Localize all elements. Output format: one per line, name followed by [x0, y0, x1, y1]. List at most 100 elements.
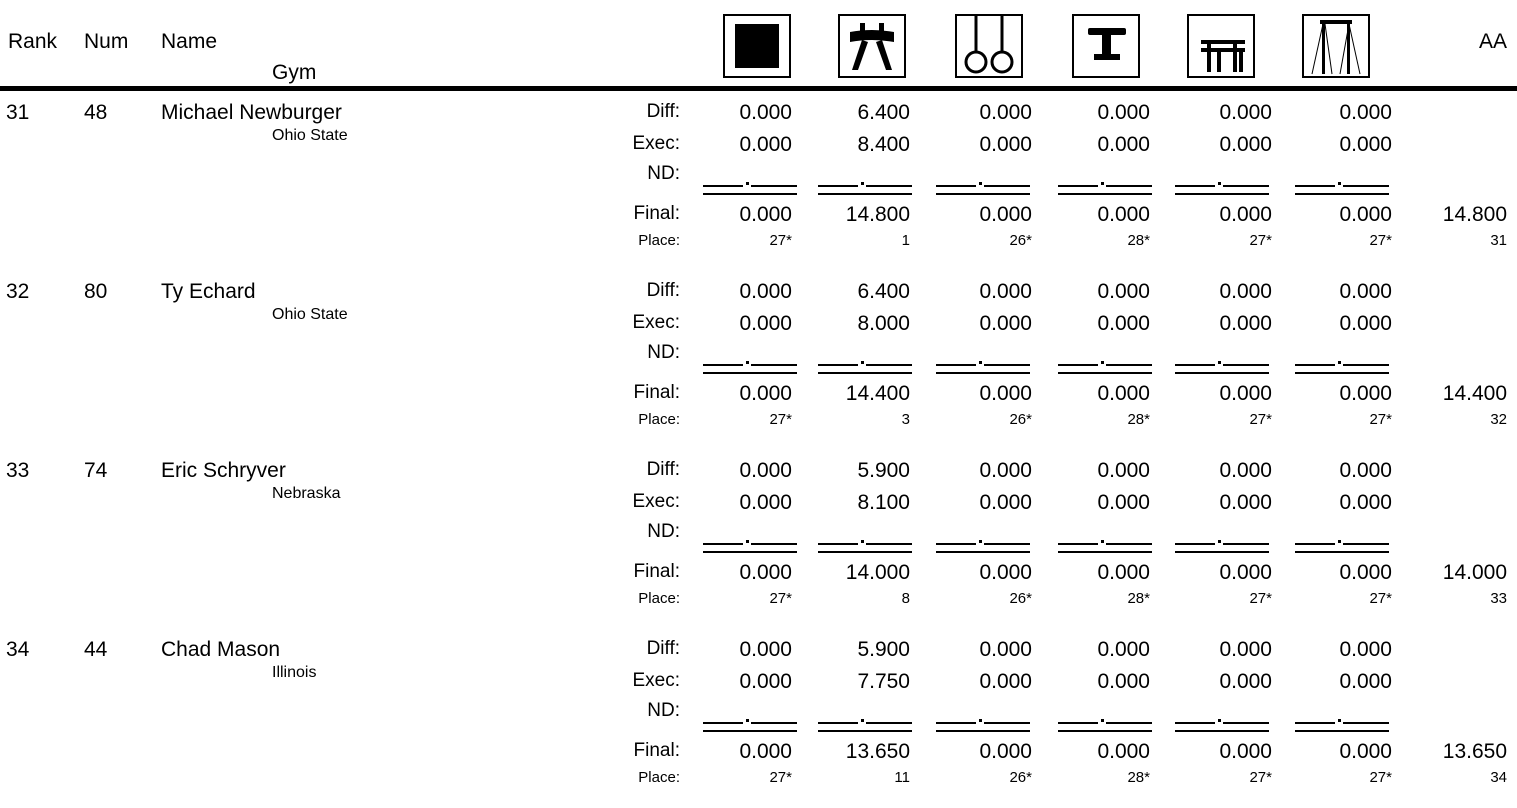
aa-place: 33 [1490, 590, 1507, 607]
nd-blank-line [818, 543, 858, 545]
diff-score: 5.900 [857, 638, 910, 661]
label-nd: ND: [647, 342, 680, 363]
event-place: 27* [1369, 232, 1392, 249]
aa-score: 14.000 [1442, 561, 1507, 584]
nd-blank-line [1295, 372, 1389, 374]
label-diff: Diff: [646, 638, 680, 659]
diff-score: 0.000 [739, 280, 792, 303]
diff-score: 0.000 [1339, 101, 1392, 124]
nd-blank-line [936, 185, 976, 187]
diff-score: 0.000 [1339, 280, 1392, 303]
athlete-number: 48 [84, 101, 108, 124]
diff-score: 5.900 [857, 459, 910, 482]
final-score: 0.000 [1339, 203, 1392, 226]
nd-blank-line [984, 364, 1030, 366]
athlete-rank: 32 [6, 280, 30, 303]
diff-score: 0.000 [1219, 101, 1272, 124]
nd-blank-line [1175, 730, 1269, 732]
exec-score: 0.000 [979, 670, 1032, 693]
event-place: 28* [1127, 411, 1150, 428]
nd-blank [936, 344, 1030, 374]
nd-blank-line [1338, 540, 1341, 543]
nd-blank [1295, 165, 1389, 195]
nd-blank-line [1295, 722, 1335, 724]
nd-blank-line [936, 193, 1030, 195]
athlete-number: 80 [84, 280, 108, 303]
athlete-block: 33 74 Eric Schryver Nebraska Diff: Exec: ND: Fi… [0, 449, 1517, 629]
diff-score: 6.400 [857, 280, 910, 303]
nd-blank-line [1058, 193, 1152, 195]
final-score: 0.000 [1339, 561, 1392, 584]
nd-blank-line [703, 185, 743, 187]
nd-blank-line [936, 364, 976, 366]
nd-blank-line [818, 193, 912, 195]
event-place: 26* [1009, 590, 1032, 607]
exec-score: 0.000 [1097, 133, 1150, 156]
exec-score: 0.000 [739, 312, 792, 335]
final-score: 14.400 [845, 382, 910, 405]
nd-blank-line [861, 719, 864, 722]
athlete-rank: 31 [6, 101, 30, 124]
event-place: 1 [901, 232, 910, 249]
nd-blank-line [818, 185, 858, 187]
high-bar-icon [1302, 14, 1370, 78]
nd-blank [1175, 165, 1269, 195]
label-place: Place: [638, 411, 680, 428]
label-exec: Exec: [632, 312, 680, 333]
final-score: 14.800 [845, 203, 910, 226]
rank-header: Rank [8, 30, 58, 53]
diff-score: 0.000 [979, 280, 1032, 303]
final-score: 0.000 [1097, 203, 1150, 226]
pommel-horse-icon [838, 14, 906, 78]
nd-blank-line [1058, 364, 1098, 366]
nd-blank-line [1175, 543, 1215, 545]
nd-blank-line [751, 185, 797, 187]
nd-blank-line [1218, 540, 1221, 543]
nd-blank-line [1106, 185, 1152, 187]
nd-blank-line [818, 551, 912, 553]
nd-blank [1295, 523, 1389, 553]
nd-blank-line [1175, 185, 1215, 187]
label-diff: Diff: [646, 101, 680, 122]
event-place: 11 [894, 769, 910, 786]
event-place: 27* [1249, 411, 1272, 428]
nd-blank-line [1295, 364, 1335, 366]
nd-blank-line [746, 361, 749, 364]
nd-blank [1058, 344, 1152, 374]
nd-blank-line [1106, 364, 1152, 366]
label-diff: Diff: [646, 459, 680, 480]
athlete-gym: Ohio State [272, 127, 348, 144]
athlete-number: 74 [84, 459, 108, 482]
event-place: 27* [1249, 769, 1272, 786]
final-score: 14.000 [845, 561, 910, 584]
nd-blank-line [1295, 730, 1389, 732]
exec-score: 0.000 [739, 133, 792, 156]
event-place: 27* [769, 232, 792, 249]
nd-blank-line [1101, 540, 1104, 543]
nd-blank-line [861, 540, 864, 543]
final-score: 0.000 [739, 382, 792, 405]
nd-blank [1058, 523, 1152, 553]
nd-blank-line [818, 364, 858, 366]
final-score: 0.000 [979, 561, 1032, 584]
diff-score: 0.000 [1097, 280, 1150, 303]
aa-place: 31 [1490, 232, 1507, 249]
athlete-name: Eric Schryver [161, 459, 286, 482]
nd-blank-line [984, 543, 1030, 545]
exec-score: 0.000 [979, 133, 1032, 156]
nd-blank-line [979, 719, 982, 722]
exec-score: 0.000 [1339, 312, 1392, 335]
parallel-bars-icon [1187, 14, 1255, 78]
athlete-rank: 33 [6, 459, 30, 482]
event-place: 27* [1249, 590, 1272, 607]
label-final: Final: [633, 203, 680, 224]
nd-blank-line [1175, 372, 1269, 374]
event-place: 27* [1249, 232, 1272, 249]
nd-blank [703, 344, 797, 374]
event-place: 28* [1127, 232, 1150, 249]
nd-blank [1175, 523, 1269, 553]
event-place: 27* [769, 590, 792, 607]
nd-blank [1295, 702, 1389, 732]
final-score: 0.000 [1219, 561, 1272, 584]
nd-blank-line [1058, 185, 1098, 187]
